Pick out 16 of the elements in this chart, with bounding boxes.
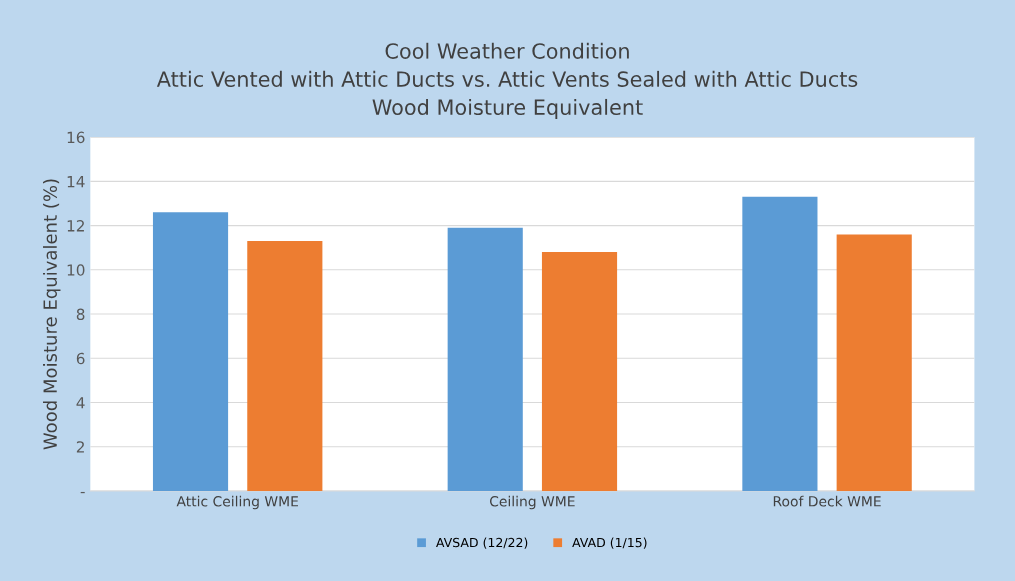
x-tick-label: Attic Ceiling WME — [176, 495, 298, 510]
legend-label: AVSAD (12/22) — [436, 537, 528, 549]
y-tick-label: 10 — [67, 264, 85, 276]
y-tick-label: 4 — [76, 397, 85, 409]
y-tick-label: 14 — [67, 176, 85, 188]
y-tick-label: 12 — [67, 220, 84, 232]
x-tick-label: Roof Deck WME — [773, 495, 881, 507]
legend-label: AVAD (1/15) — [572, 537, 647, 549]
x-tick-label: Ceiling WME — [489, 495, 575, 510]
y-axis-title: Wood Moisture Equivalent (%) — [43, 179, 61, 450]
y-tick-label: - — [80, 491, 85, 494]
y-tick-label: 6 — [76, 352, 85, 365]
chart-title: Cool Weather Condition Attic Vented with Attic Ducts vs. Attic Vents Sealed with Attic Ducts Wood Moisture Equivalent — [156, 42, 858, 120]
y-tick-label: 2 — [76, 441, 84, 453]
y-tick-label: 16 — [67, 131, 85, 144]
y-tick-label: 8 — [76, 308, 85, 321]
